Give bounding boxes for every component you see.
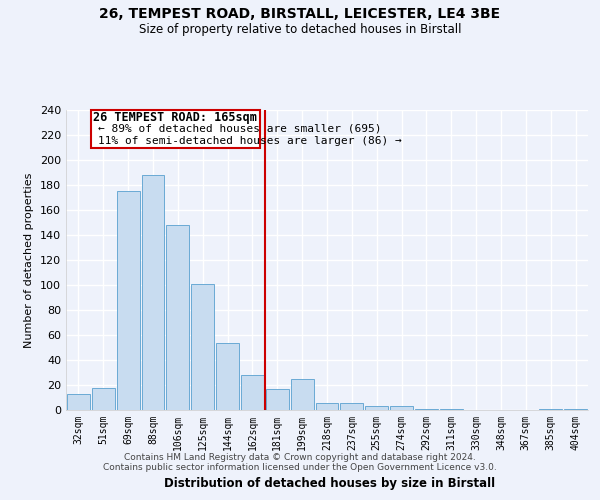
Bar [440,409,463,410]
Bar [340,402,363,410]
Bar [266,389,289,410]
Bar [415,409,438,410]
Bar [365,406,388,410]
Text: 11% of semi-detached houses are larger (86) →: 11% of semi-detached houses are larger (… [98,136,402,146]
Bar [216,342,239,410]
Bar [166,225,189,410]
Text: Size of property relative to detached houses in Birstall: Size of property relative to detached ho… [139,22,461,36]
Y-axis label: Number of detached properties: Number of detached properties [25,172,34,348]
Bar [191,284,214,410]
Bar [92,388,115,410]
Bar [390,406,413,410]
Bar [241,375,264,410]
Text: Contains HM Land Registry data © Crown copyright and database right 2024.: Contains HM Land Registry data © Crown c… [124,454,476,462]
Text: 26, TEMPEST ROAD, BIRSTALL, LEICESTER, LE4 3BE: 26, TEMPEST ROAD, BIRSTALL, LEICESTER, L… [100,8,500,22]
Bar [316,402,338,410]
Text: 26 TEMPEST ROAD: 165sqm: 26 TEMPEST ROAD: 165sqm [94,112,257,124]
Text: ← 89% of detached houses are smaller (695): ← 89% of detached houses are smaller (69… [98,124,382,134]
Bar [117,191,140,410]
Bar [291,379,314,410]
Bar [564,409,587,410]
Bar [539,409,562,410]
Bar [142,175,164,410]
FancyBboxPatch shape [91,110,260,148]
Text: Distribution of detached houses by size in Birstall: Distribution of detached houses by size … [164,477,496,490]
Bar [67,394,90,410]
Text: Contains public sector information licensed under the Open Government Licence v3: Contains public sector information licen… [103,464,497,472]
